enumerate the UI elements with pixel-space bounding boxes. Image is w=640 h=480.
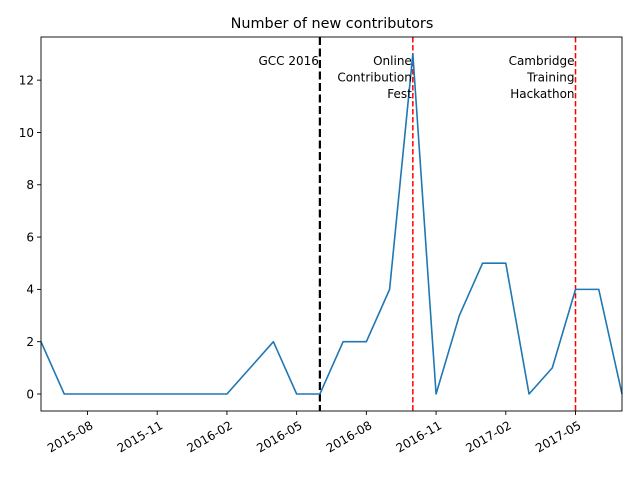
y-tick-label: 4	[26, 283, 34, 297]
event-label-2: Hackathon	[510, 87, 574, 101]
y-tick-label: 6	[26, 230, 34, 244]
x-axis: 2015-08 2015-11 2016-02 2016-05 2016-08 2016-…	[45, 411, 584, 455]
y-axis: 0 2 4 6 8 10 12	[19, 73, 41, 401]
x-tick-label: 2015-11	[115, 418, 165, 455]
event-label-1: Online	[373, 54, 412, 68]
event-labels: GCC 2016 Online Contribution Fest Cambridge T…	[258, 54, 574, 101]
event-label-1: Contribution	[337, 71, 412, 85]
event-label-2: Training	[526, 71, 574, 85]
y-tick-label: 0	[26, 387, 34, 401]
y-tick-label: 10	[19, 126, 34, 140]
x-tick-label: 2015-08	[45, 418, 95, 455]
x-tick-label: 2016-11	[394, 418, 444, 455]
event-lines	[318, 37, 577, 411]
event-label-0: GCC 2016	[258, 54, 318, 68]
x-tick-label: 2017-05	[533, 418, 583, 455]
series-group	[40, 53, 623, 395]
chart-title: Number of new contributors	[231, 16, 434, 32]
series-line-0	[40, 53, 623, 395]
x-tick-label: 2016-05	[254, 418, 304, 455]
y-tick-label: 12	[19, 73, 34, 87]
x-tick-label: 2016-02	[184, 418, 234, 455]
x-tick-label: 2017-02	[463, 418, 513, 455]
event-label-2: Cambridge	[509, 54, 575, 68]
plot-frame	[40, 36, 623, 412]
x-tick-label: 2016-08	[324, 418, 374, 455]
y-tick-label: 8	[26, 178, 34, 192]
y-tick-label: 2	[26, 335, 34, 349]
event-label-1: Fest	[387, 87, 412, 101]
